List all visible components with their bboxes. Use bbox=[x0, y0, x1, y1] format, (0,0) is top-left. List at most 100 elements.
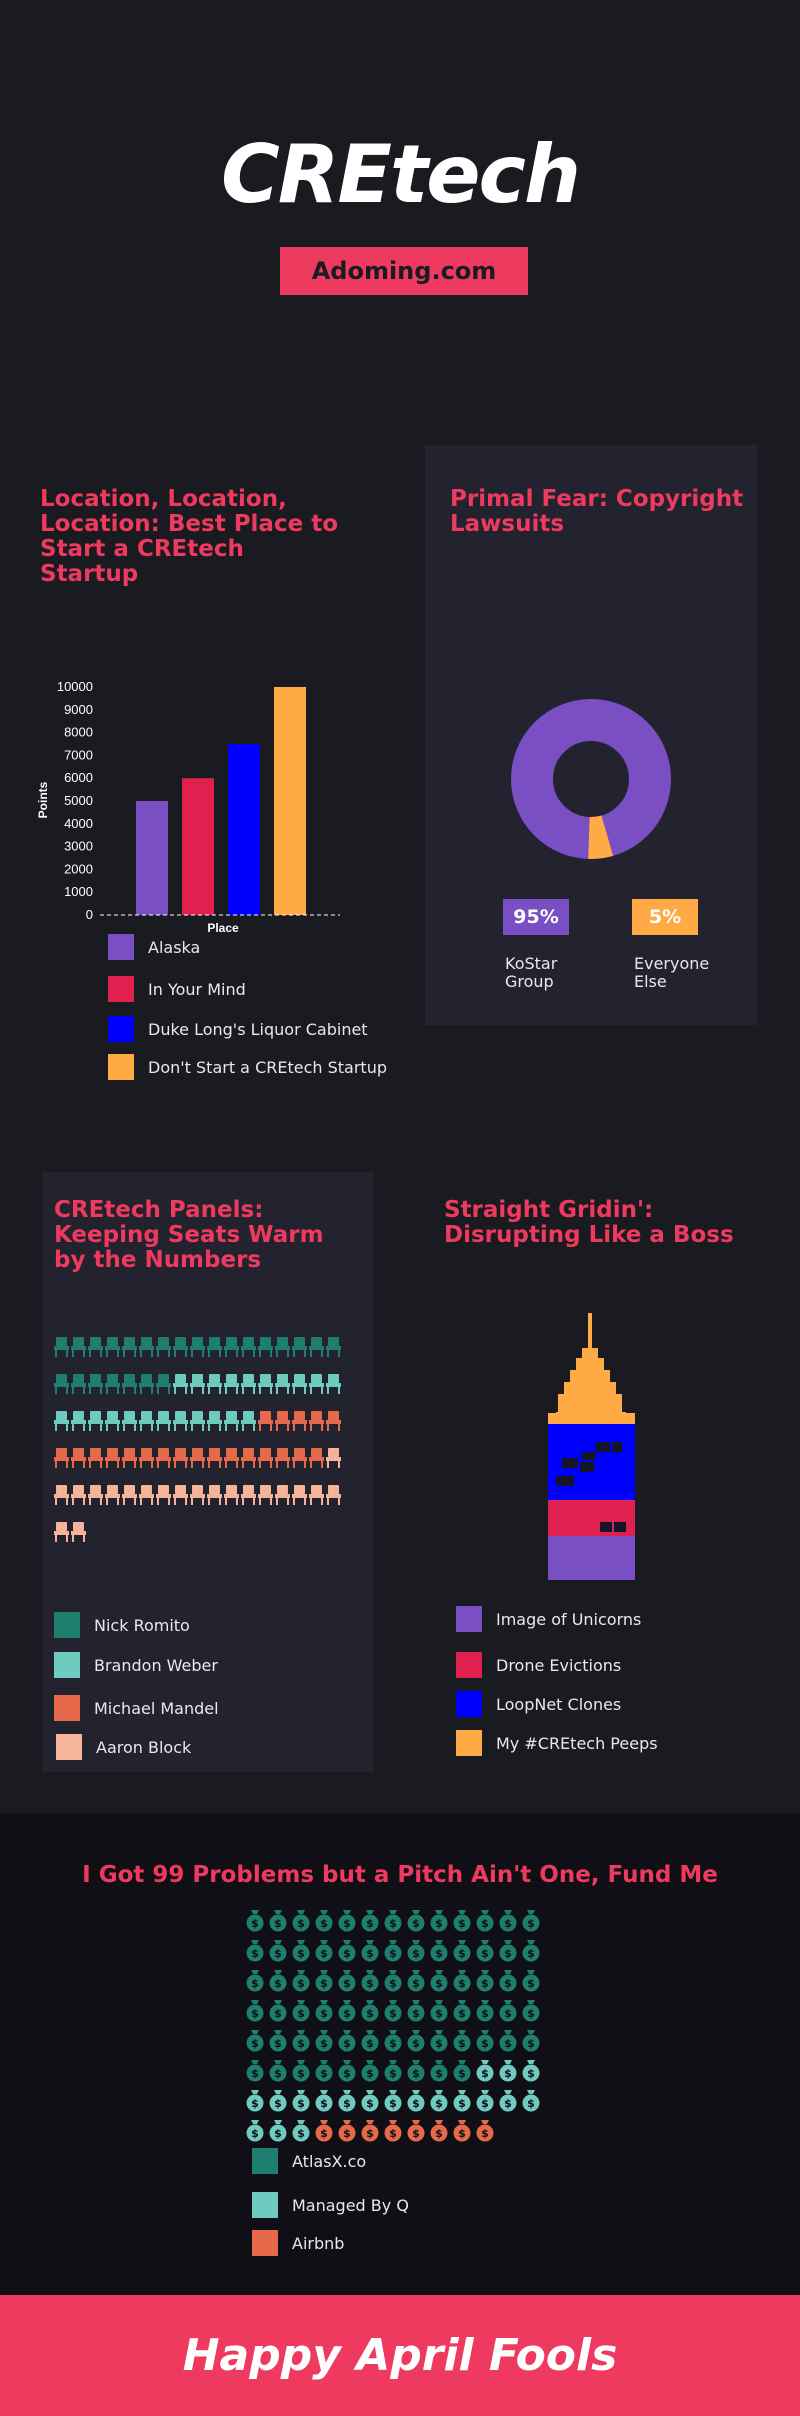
svg-text:$: $ bbox=[412, 2097, 420, 2110]
everyone-label: Everyone Else bbox=[634, 955, 709, 991]
seat-icon bbox=[105, 1410, 120, 1434]
money-bag-icon: $ bbox=[245, 1968, 265, 1992]
legend-swatch bbox=[54, 1612, 80, 1638]
money-bag-icon: $ bbox=[268, 2058, 288, 2082]
site-link-button[interactable]: Adoming.com bbox=[280, 247, 528, 295]
svg-text:$: $ bbox=[481, 2007, 489, 2020]
building-window bbox=[612, 1442, 622, 1452]
seat-icon bbox=[224, 1410, 239, 1434]
seats-title: CREtech Panels: Keeping Seats Warm by th… bbox=[54, 1197, 324, 1273]
legend-label: Don't Start a CREtech Startup bbox=[148, 1057, 387, 1077]
seat-icon bbox=[241, 1373, 256, 1397]
seat-icon bbox=[292, 1447, 307, 1471]
money-bag-icon: $ bbox=[406, 2058, 426, 2082]
money-bag-icon: $ bbox=[337, 2058, 357, 2082]
legend-label: Image of Unicorns bbox=[496, 1609, 642, 1629]
money-bag-icon: $ bbox=[268, 1908, 288, 1932]
svg-text:$: $ bbox=[481, 2037, 489, 2050]
money-bag-icon: $ bbox=[245, 2058, 265, 2082]
svg-text:$: $ bbox=[458, 2097, 466, 2110]
seat-icon bbox=[241, 1410, 256, 1434]
footer-banner: Happy April Fools bbox=[0, 2295, 800, 2416]
bar bbox=[228, 744, 260, 915]
seat-icon bbox=[292, 1373, 307, 1397]
legend-swatch bbox=[108, 1054, 134, 1080]
seat-icon bbox=[156, 1484, 171, 1508]
svg-text:$: $ bbox=[343, 2067, 351, 2080]
svg-text:$: $ bbox=[412, 1977, 420, 1990]
svg-text:$: $ bbox=[481, 2067, 489, 2080]
money-bag-icon: $ bbox=[337, 2118, 357, 2142]
svg-text:$: $ bbox=[320, 2127, 328, 2140]
seat-icon bbox=[326, 1336, 341, 1360]
y-tick-label: 10000 bbox=[57, 679, 93, 694]
money-bag-icon: $ bbox=[360, 1908, 380, 1932]
money-bag-icon: $ bbox=[245, 2028, 265, 2052]
money-bag-icon: $ bbox=[498, 1908, 518, 1932]
building-top bbox=[570, 1370, 610, 1382]
legend-item-managed-by-q: Managed By Q bbox=[252, 2192, 409, 2218]
seat-icon bbox=[309, 1484, 324, 1508]
svg-text:$: $ bbox=[320, 1917, 328, 1930]
building-top bbox=[626, 1413, 635, 1424]
money-bag-icon: $ bbox=[475, 2088, 495, 2112]
y-tick-label: 0 bbox=[86, 907, 93, 922]
seat-icon bbox=[224, 1336, 239, 1360]
svg-text:$: $ bbox=[504, 1977, 512, 1990]
seat-icon bbox=[258, 1336, 273, 1360]
y-tick-label: 3000 bbox=[64, 839, 93, 854]
seat-icon bbox=[258, 1410, 273, 1434]
seat-icon bbox=[326, 1447, 341, 1471]
money-bag-icon: $ bbox=[452, 1968, 472, 1992]
money-bag-icon: $ bbox=[406, 2028, 426, 2052]
y-tick-label: 5000 bbox=[64, 793, 93, 808]
money-bag-icon: $ bbox=[475, 1938, 495, 1962]
building-title: Straight Gridin': Disrupting Like a Boss bbox=[444, 1197, 734, 1248]
money-bag-icon: $ bbox=[475, 1968, 495, 1992]
legend-item-brandon: Brandon Weber bbox=[54, 1652, 218, 1678]
svg-text:$: $ bbox=[297, 2037, 305, 2050]
legend-swatch bbox=[252, 2230, 278, 2256]
seat-icon bbox=[139, 1373, 154, 1397]
money-bag-icon: $ bbox=[383, 2118, 403, 2142]
legend-label: Drone Evictions bbox=[496, 1655, 622, 1675]
bar bbox=[182, 778, 214, 915]
seat-icon bbox=[105, 1373, 120, 1397]
seat-icon bbox=[88, 1373, 103, 1397]
legend-swatch bbox=[252, 2148, 278, 2174]
money-bag-icon: $ bbox=[452, 1938, 472, 1962]
legend-label: Brandon Weber bbox=[94, 1655, 218, 1675]
svg-text:$: $ bbox=[343, 1977, 351, 1990]
legend-item-airbnb: Airbnb bbox=[252, 2230, 344, 2256]
legend-label: Airbnb bbox=[292, 2233, 345, 2253]
building-window bbox=[596, 1442, 610, 1452]
svg-text:$: $ bbox=[274, 1977, 282, 1990]
seat-icon bbox=[105, 1484, 120, 1508]
money-bag-icon: $ bbox=[452, 2118, 472, 2142]
seat-icon bbox=[88, 1336, 103, 1360]
y-tick-label: 2000 bbox=[64, 861, 93, 876]
money-bag-icon: $ bbox=[383, 1968, 403, 1992]
svg-text:$: $ bbox=[320, 2007, 328, 2020]
svg-text:$: $ bbox=[435, 2097, 443, 2110]
seat-icon bbox=[139, 1484, 154, 1508]
money-bag-icon: $ bbox=[521, 1938, 541, 1962]
svg-text:$: $ bbox=[389, 1947, 397, 1960]
seat-icon bbox=[173, 1410, 188, 1434]
seat-icon bbox=[207, 1410, 222, 1434]
seat-icon bbox=[190, 1336, 205, 1360]
bar bbox=[274, 687, 306, 915]
legend-label: LoopNet Clones bbox=[496, 1694, 622, 1714]
svg-text:$: $ bbox=[274, 2127, 282, 2140]
legend-swatch bbox=[456, 1652, 482, 1678]
money-bag-icon: $ bbox=[452, 2088, 472, 2112]
money-bag-icon: $ bbox=[475, 2118, 495, 2142]
money-bag-icon: $ bbox=[314, 2058, 334, 2082]
seat-icon bbox=[139, 1447, 154, 1471]
legend-label: AtlasX.co bbox=[292, 2151, 367, 2171]
seat-icon bbox=[190, 1447, 205, 1471]
svg-text:$: $ bbox=[481, 2127, 489, 2140]
money-bag-icon: $ bbox=[360, 1968, 380, 1992]
money-bag-icon: $ bbox=[291, 1998, 311, 2022]
svg-text:$: $ bbox=[389, 2127, 397, 2140]
